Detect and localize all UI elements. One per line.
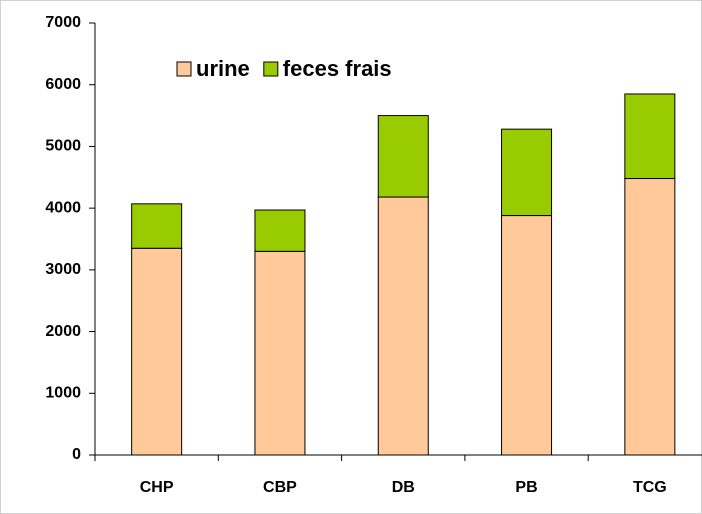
y-tick-label: 2000 (45, 323, 81, 340)
y-tick-label: 1000 (45, 385, 81, 402)
bar-segment (254, 250, 306, 456)
x-tick-label: PB (515, 479, 537, 496)
y-tick-label: 3000 (45, 261, 81, 278)
bar-segment (501, 128, 553, 217)
y-tick-label: 7000 (45, 14, 81, 31)
bar-segment (377, 115, 429, 198)
bar-segment (624, 93, 676, 180)
bar-segment (131, 247, 183, 456)
legend-swatch (176, 61, 192, 77)
x-tick-label: CBP (263, 479, 297, 496)
bar-segment (501, 215, 553, 456)
bar-segment (624, 178, 676, 456)
y-tick-label: 6000 (45, 76, 81, 93)
legend-text: feces frais (283, 56, 392, 81)
y-tick-label: 4000 (45, 199, 81, 216)
y-tick-label: 0 (72, 446, 81, 463)
bar-segment (254, 209, 306, 252)
legend-text: urine (196, 56, 250, 81)
bar-segment (377, 196, 429, 456)
x-tick-label: TCG (633, 479, 667, 496)
x-tick-label: CHP (140, 479, 174, 496)
x-tick-label: DB (392, 479, 415, 496)
bar-segment (131, 203, 183, 249)
legend-swatch (263, 61, 279, 77)
y-tick-label: 5000 (45, 138, 81, 155)
